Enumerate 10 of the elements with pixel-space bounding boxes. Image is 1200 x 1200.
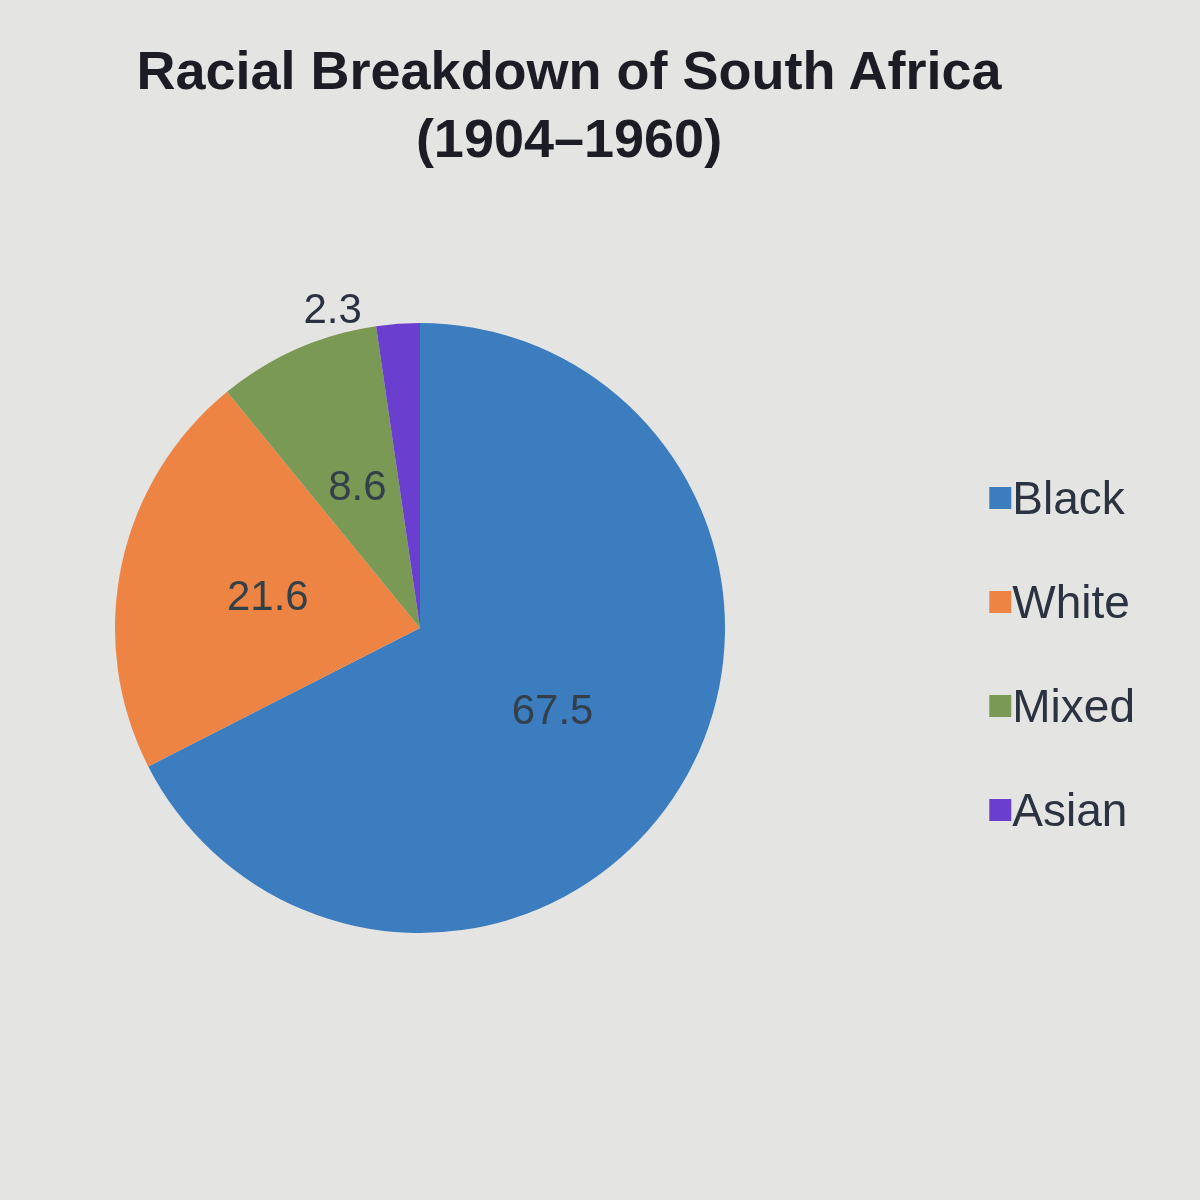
legend-label: Black: [1012, 472, 1126, 524]
legend-label: White: [1012, 576, 1130, 628]
chart-subtitle: (1904–1960): [415, 108, 723, 168]
chart-title: Racial Breakdown of South Africa: [136, 40, 1003, 100]
data-label: 21.6: [226, 572, 309, 620]
data-label: 67.5: [511, 685, 594, 733]
legend-label: Asian: [1012, 784, 1128, 836]
data-label: 8.6: [328, 462, 387, 510]
data-label: 2.3: [303, 285, 362, 333]
legend-label: Mixed: [1012, 680, 1136, 732]
